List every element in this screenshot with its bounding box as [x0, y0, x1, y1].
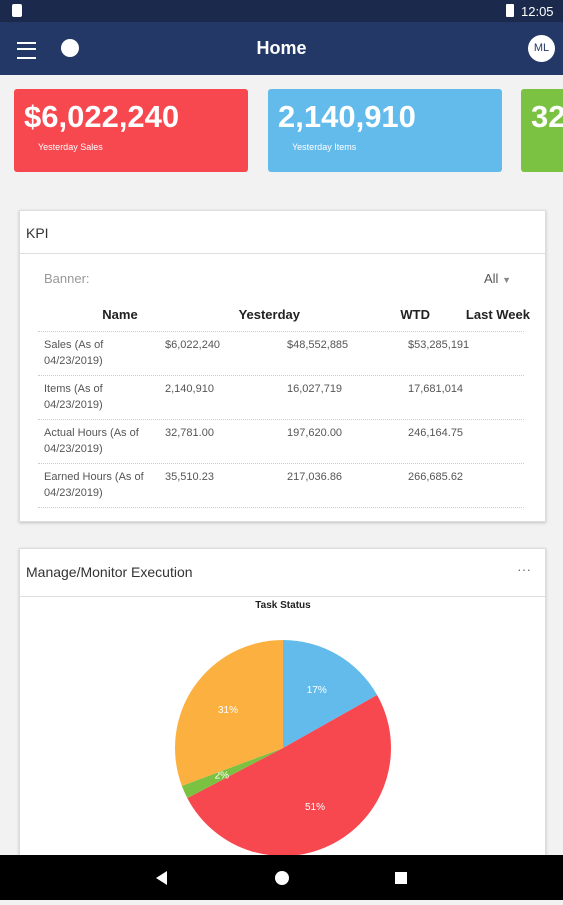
tile-value: 32 [531, 99, 563, 134]
column-header: WTD [400, 307, 430, 322]
sales-tile[interactable]: $6,022,240 Yesterday Sales [14, 89, 248, 172]
table-cell: 217,036.86 [287, 471, 343, 483]
items-tile[interactable]: 2,140,910 Yesterday Items [268, 89, 502, 172]
clock: 12:05 [521, 4, 554, 19]
battery-icon [506, 4, 514, 17]
card-title: KPI [26, 225, 49, 241]
tile-value: $6,022,240 [24, 99, 180, 134]
chart-title: Task Status [255, 600, 311, 611]
back-button[interactable] [156, 871, 167, 885]
card-header: Manage/Monitor Execution ··· [20, 549, 545, 597]
filter-label: Banner: [44, 271, 90, 286]
pie-slice [174, 640, 283, 786]
pie-chart: Task Status 17% 51% 2% 31% [174, 600, 391, 856]
tile-label: Yesterday Items [292, 142, 357, 152]
table-cell: $53,285,191 [408, 339, 470, 351]
recents-button[interactable] [395, 872, 407, 884]
table-cell: Earned Hours (As of 04/23/2019) [44, 471, 144, 499]
app-bar: Home ML [0, 22, 563, 75]
card-header: KPI [20, 211, 545, 254]
column-header: Last Week [465, 307, 530, 322]
table-cell: Items (As of 04/23/2019) [44, 383, 103, 411]
card-title: Manage/Monitor Execution [26, 564, 193, 580]
row-separator [38, 419, 524, 420]
page-title: Home [256, 38, 307, 58]
table-cell: Actual Hours (As of 04/23/2019) [44, 427, 139, 455]
more-button[interactable]: ··· [517, 561, 531, 577]
table-cell: 197,620.00 [287, 427, 343, 439]
filter-value: All [484, 271, 499, 286]
slice-label: 17% [307, 685, 327, 696]
row-separator [38, 463, 524, 464]
kpi-card: KPI Banner: All ▼ Name Yesterday WTD Last W… [19, 210, 546, 522]
tile-label: Yesterday Sales [38, 142, 103, 152]
row-separator [38, 331, 524, 332]
table-cell: $48,552,885 [287, 339, 349, 351]
table-cell: Sales (As of 04/23/2019) [44, 339, 104, 367]
status-bar: 12:05 [0, 0, 563, 22]
avatar[interactable]: ML [528, 35, 555, 62]
filter-dropdown[interactable]: All ▼ [484, 271, 511, 286]
menu-button[interactable] [17, 42, 36, 59]
nav-bar [0, 855, 563, 900]
table-cell: $6,022,240 [165, 339, 221, 351]
table-cell: 17,681,014 [408, 383, 464, 395]
home-button[interactable] [275, 871, 289, 885]
logo [61, 39, 79, 57]
table-cell: 32,781.00 [165, 427, 214, 439]
table-cell: 246,164.75 [408, 427, 464, 439]
slice-label: 31% [218, 705, 238, 716]
column-header: Yesterday [238, 307, 300, 322]
table-cell: 16,027,719 [287, 383, 343, 395]
nav-buttons [156, 871, 407, 885]
row-separator [38, 507, 524, 508]
slice-label: 51% [305, 802, 325, 813]
execution-card: Manage/Monitor Execution ··· Task Status … [19, 548, 546, 870]
table-cell: 2,140,910 [165, 383, 214, 395]
hours-tile[interactable]: 32 [521, 89, 563, 172]
tile-value: 2,140,910 [278, 99, 416, 134]
sd-icon [12, 4, 22, 17]
pie-slice [283, 640, 378, 748]
pie-slice [187, 694, 391, 856]
row-separator [38, 375, 524, 376]
table-cell: 266,685.62 [408, 471, 464, 483]
column-header: Name [102, 307, 138, 322]
table-cell: 35,510.23 [165, 471, 214, 483]
pie-slice [181, 748, 283, 799]
slice-label: 2% [215, 770, 230, 781]
